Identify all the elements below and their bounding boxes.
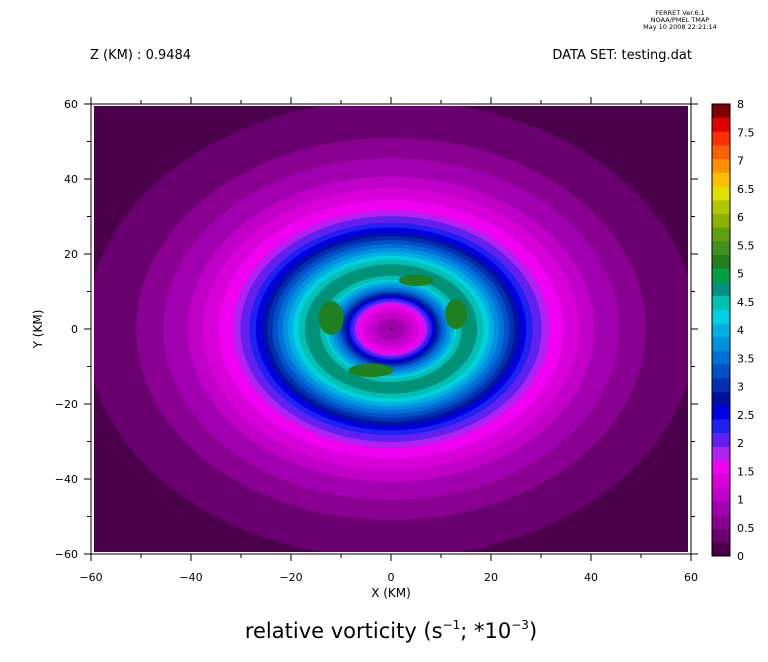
contour-patch bbox=[398, 274, 434, 286]
colorbar-swatch bbox=[712, 405, 730, 420]
ferret-line-2: NOAA/PMEL TMAP bbox=[651, 16, 709, 24]
colorbar-swatch bbox=[712, 350, 730, 365]
colorbar-labels: 8 7.5 7 6.5 6 5.5 5 4.5 4 3.5 3 2.5 2 1.5 1 0.5 0 bbox=[737, 98, 755, 563]
x-axis: −60 −40 −20 0 20 40 60 bbox=[79, 97, 698, 584]
contour-patch bbox=[318, 300, 344, 335]
colorbar-swatch bbox=[712, 268, 730, 283]
colorbar-swatch bbox=[712, 446, 730, 461]
colorbar-swatch bbox=[712, 336, 730, 351]
colorbar-swatch bbox=[712, 432, 730, 447]
ferret-line-1: FERRET Ver.6.1 bbox=[655, 9, 704, 17]
y-tick-label: 20 bbox=[64, 248, 78, 261]
ferret-line-3: May 10 2008 22:21:14 bbox=[643, 23, 717, 31]
chart-title: relative vorticity (s−1; *10−3) bbox=[245, 618, 537, 643]
z-level-label: Z (KM) : 0.9484 bbox=[90, 48, 191, 63]
x-tick-label: −60 bbox=[79, 571, 102, 584]
colorbar-label: 7 bbox=[737, 155, 744, 168]
contour-patch bbox=[445, 299, 467, 329]
x-tick-label: −20 bbox=[279, 571, 302, 584]
dataset-label: DATA SET: testing.dat bbox=[552, 48, 692, 63]
colorbar-swatch bbox=[712, 528, 730, 543]
colorbar-label: 0.5 bbox=[737, 522, 755, 535]
x-tick-label: 40 bbox=[584, 571, 598, 584]
colorbar-swatch bbox=[712, 364, 730, 379]
colorbar-swatch bbox=[712, 419, 730, 434]
colorbar-swatch bbox=[712, 172, 730, 187]
colorbar-swatch bbox=[712, 199, 730, 214]
colorbar-swatch bbox=[712, 186, 730, 201]
colorbar bbox=[711, 103, 731, 557]
colorbar-label: 3.5 bbox=[737, 352, 755, 365]
colorbar-label: 8 bbox=[737, 98, 744, 111]
colorbar-label: 7.5 bbox=[737, 126, 755, 139]
colorbar-label: 2.5 bbox=[737, 409, 755, 422]
colorbar-swatch bbox=[712, 309, 730, 324]
x-tick-label: 20 bbox=[484, 571, 498, 584]
x-tick-label: −40 bbox=[179, 571, 202, 584]
x-tick-label: 0 bbox=[388, 571, 395, 584]
colorbar-swatch bbox=[712, 295, 730, 310]
colorbar-swatch bbox=[712, 117, 730, 132]
colorbar-label: 1.5 bbox=[737, 465, 755, 478]
contour-patch bbox=[348, 363, 394, 377]
contour-rings bbox=[94, 106, 688, 552]
colorbar-swatch bbox=[712, 473, 730, 488]
colorbar-swatch bbox=[712, 158, 730, 173]
colorbar-swatch bbox=[712, 131, 730, 146]
colorbar-swatch bbox=[712, 487, 730, 502]
colorbar-swatch bbox=[712, 542, 730, 557]
colorbar-swatch bbox=[712, 323, 730, 338]
y-tick-label: 0 bbox=[71, 323, 78, 336]
x-tick-label: 60 bbox=[684, 571, 698, 584]
colorbar-label: 5.5 bbox=[737, 239, 755, 252]
colorbar-label: 0 bbox=[737, 550, 744, 563]
y-axis: 60 40 20 0 −20 −40 −60 bbox=[55, 98, 698, 561]
colorbar-label: 1 bbox=[737, 494, 744, 507]
x-axis-title: X (KM) bbox=[371, 586, 411, 600]
colorbar-swatch bbox=[712, 460, 730, 475]
colorbar-swatch bbox=[712, 213, 730, 228]
colorbar-frame bbox=[711, 103, 731, 557]
colorbar-swatch bbox=[712, 282, 730, 297]
colorbar-label: 3 bbox=[737, 381, 744, 394]
contour-plot bbox=[90, 103, 692, 555]
colorbar-label: 5 bbox=[737, 268, 744, 281]
y-axis-title: Y (KM) bbox=[31, 310, 45, 350]
colorbar-swatch bbox=[712, 254, 730, 269]
y-tick-label: −20 bbox=[55, 398, 78, 411]
colorbar-swatch bbox=[712, 104, 730, 118]
colorbar-swatch bbox=[712, 145, 730, 160]
center-point bbox=[389, 327, 393, 331]
colorbar-swatch bbox=[712, 227, 730, 242]
colorbar-label: 4.5 bbox=[737, 296, 755, 309]
colorbar-label: 4 bbox=[737, 324, 744, 337]
colorbar-label: 6 bbox=[737, 211, 744, 224]
y-tick-label: −60 bbox=[55, 548, 78, 561]
y-tick-label: −40 bbox=[55, 473, 78, 486]
y-tick-label: 40 bbox=[64, 173, 78, 186]
colorbar-swatch bbox=[712, 377, 730, 392]
y-tick-label: 60 bbox=[64, 98, 78, 111]
colorbar-swatch bbox=[712, 514, 730, 529]
colorbar-swatch bbox=[712, 501, 730, 516]
colorbar-label: 2 bbox=[737, 437, 744, 450]
colorbar-swatch bbox=[712, 391, 730, 406]
colorbar-swatch bbox=[712, 240, 730, 255]
colorbar-label: 6.5 bbox=[737, 183, 755, 196]
